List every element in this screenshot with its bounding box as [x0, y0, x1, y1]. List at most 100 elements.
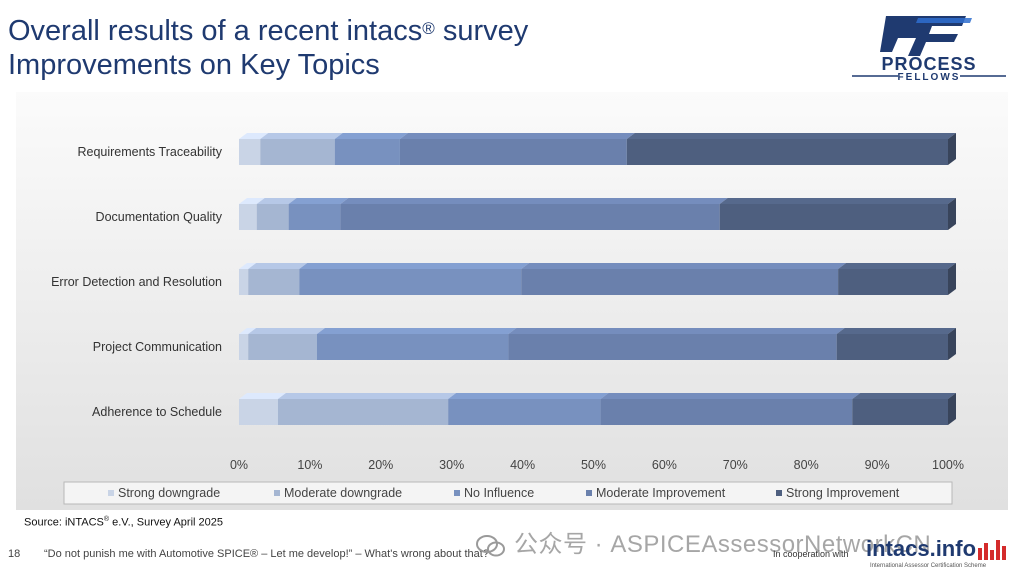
bar-side-face — [948, 198, 956, 230]
bar-top-face — [256, 198, 297, 204]
bar-top-face — [248, 263, 308, 269]
bar-top-face — [288, 198, 349, 204]
bar-segment — [239, 139, 261, 165]
bar-top-face — [852, 393, 956, 399]
bar-top-face — [448, 393, 609, 399]
legend-label: Strong Improvement — [786, 486, 900, 500]
bar-segment — [836, 334, 948, 360]
title-line-1-end: survey — [434, 15, 529, 47]
bar-segment — [256, 204, 289, 230]
bar-segment — [334, 139, 400, 165]
legend: Strong downgrade Moderate downgrade No Inf… — [108, 486, 900, 500]
bar-segment — [626, 139, 948, 165]
bar-segment — [277, 399, 449, 425]
bar-top-face — [399, 133, 635, 139]
bar-segment — [340, 204, 720, 230]
bars — [239, 133, 956, 425]
bar-segment — [521, 269, 839, 295]
watermark-text: 公众号 · ASPICEAssessorNetworkCN — [514, 531, 932, 558]
bar-segment — [239, 334, 249, 360]
bar-top-face — [239, 328, 257, 334]
bar-segment — [239, 269, 249, 295]
legend-swatch — [108, 490, 114, 496]
intacs-logo-text: intacs.info — [866, 536, 977, 561]
bar-top-face — [600, 393, 861, 399]
category-label: Documentation Quality — [96, 210, 223, 224]
bar-top-face — [836, 328, 956, 334]
legend-swatch — [274, 490, 280, 496]
bar-segment — [852, 399, 948, 425]
title-line-1-text: Overall results of a recent intacs — [8, 15, 423, 47]
x-tick-label: 80% — [794, 458, 819, 472]
bar-top-face — [248, 328, 325, 334]
x-tick-label: 50% — [581, 458, 606, 472]
intacs-tagline: International Assessor Certification Sch… — [870, 563, 987, 569]
bar-side-face — [948, 393, 956, 425]
logo-accent-mark — [916, 18, 972, 23]
title-line-1: Overall results of a recent intacs® surv… — [8, 14, 528, 48]
x-tick-label: 70% — [723, 458, 748, 472]
bar-segment — [508, 334, 837, 360]
legend-label: Moderate downgrade — [284, 486, 402, 500]
registered-mark: ® — [422, 19, 435, 38]
logo-line-1: PROCESS — [881, 54, 976, 74]
legend-label: Strong downgrade — [118, 486, 220, 500]
legend-swatch — [586, 490, 592, 496]
bar-segment — [299, 269, 522, 295]
bar-top-face — [521, 263, 847, 269]
bar-segment — [399, 139, 627, 165]
bar-top-face — [838, 263, 956, 269]
cooperation-label: In cooperation with — [773, 549, 849, 559]
bar-side-face — [948, 328, 956, 360]
title-line-2: Improvements on Key Topics — [8, 49, 380, 81]
bar-top-face — [299, 263, 530, 269]
category-labels: Requirements Traceability Documentation Q… — [51, 145, 223, 419]
bar-top-face — [626, 133, 956, 139]
legend-label: No Influence — [464, 486, 534, 500]
bar-segment — [288, 204, 341, 230]
bar-top-face — [239, 133, 269, 139]
category-label: Requirements Traceability — [77, 145, 222, 159]
bar-top-face — [239, 198, 265, 204]
bar-segment — [600, 399, 853, 425]
legend-swatch — [454, 490, 460, 496]
bar-top-face — [239, 263, 257, 269]
bar-top-face — [508, 328, 845, 334]
bar-segment — [448, 399, 601, 425]
category-label: Project Communication — [93, 340, 222, 354]
x-tick-label: 0% — [230, 458, 248, 472]
bar-segment — [260, 139, 335, 165]
x-tick-label: 90% — [865, 458, 890, 472]
wechat-icon — [476, 534, 505, 557]
source-registered-mark: ® — [103, 516, 110, 523]
bar-segment — [239, 399, 278, 425]
x-tick-label: 10% — [297, 458, 322, 472]
x-tick-label: 60% — [652, 458, 677, 472]
x-tick-label: 100% — [932, 458, 964, 472]
footer-quote: “Do not punish me with Automotive SPICE®… — [44, 548, 489, 560]
legend-label: Moderate Improvement — [596, 486, 726, 500]
x-tick-label: 20% — [368, 458, 393, 472]
bar-top-face — [334, 133, 408, 139]
page-title: Overall results of a recent intacs® surv… — [8, 14, 528, 82]
process-fellows-logo: PROCESS FELLOWS — [852, 16, 1006, 82]
bar-segment — [248, 334, 317, 360]
x-tick-labels: 0% 10% 20% 30% 40% 50% 60% 70% 80% 90% 100% — [230, 458, 964, 472]
logo-pf-mark — [880, 16, 966, 56]
page-number: 18 — [8, 548, 21, 560]
source-note: Source: iNTACS® e.V., Survey April 2025 — [24, 516, 223, 529]
bar-side-face — [948, 133, 956, 165]
logo-line-2: FELLOWS — [898, 72, 961, 82]
bar-top-face — [277, 393, 457, 399]
x-tick-label: 40% — [510, 458, 535, 472]
chart-area: Requirements Traceability Documentation Q… — [16, 92, 1008, 510]
bar-side-face — [948, 263, 956, 295]
bar-top-face — [316, 328, 517, 334]
category-label: Adherence to Schedule — [92, 405, 222, 419]
legend-box — [63, 481, 953, 505]
watermark: 公众号 · ASPICEAssessorNetworkCN — [476, 524, 931, 559]
bar-segment — [316, 334, 509, 360]
source-suffix: e.V., Survey April 2025 — [109, 516, 223, 529]
bar-top-face — [719, 198, 956, 204]
bar-segment — [719, 204, 948, 230]
